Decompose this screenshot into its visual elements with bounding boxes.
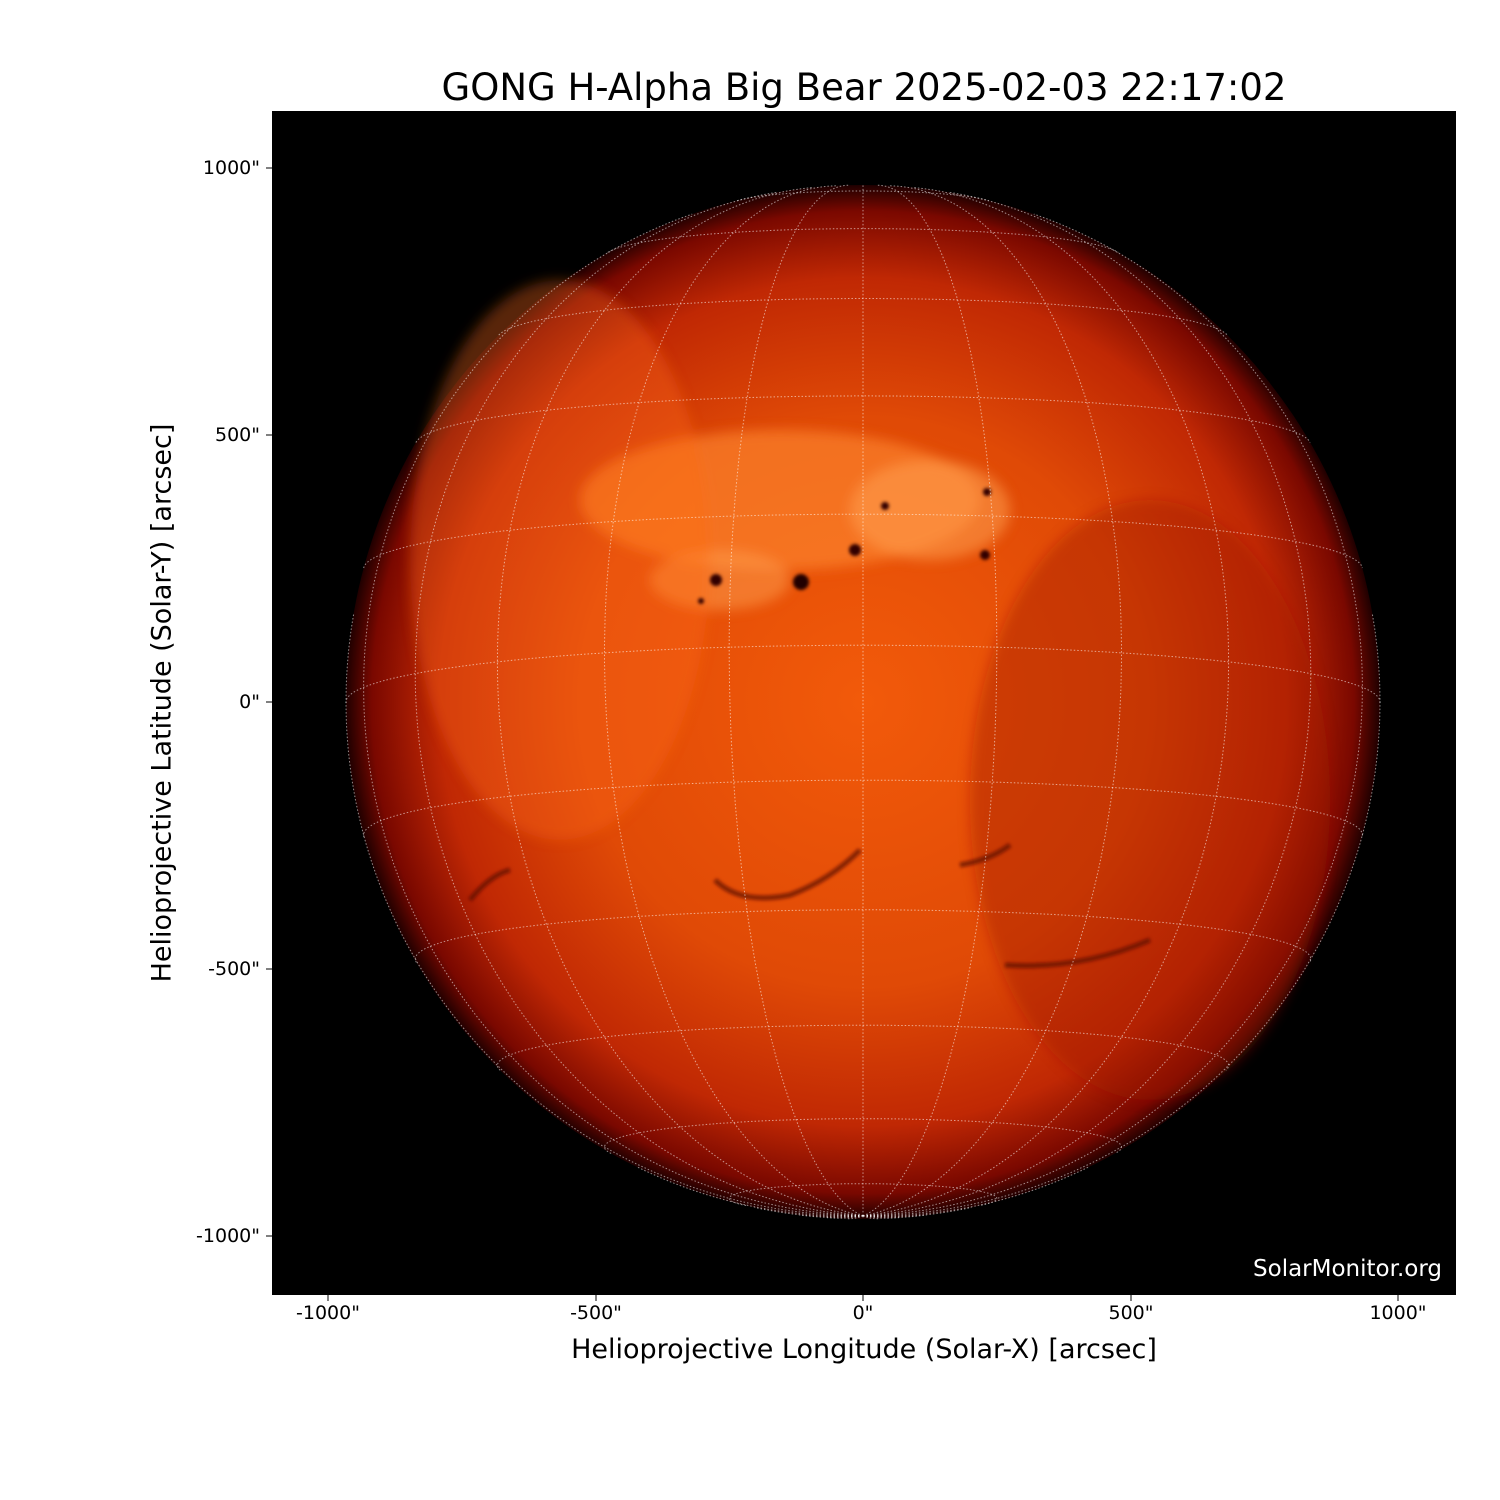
longitude-gridline: [862, 612, 1381, 1217]
longitude-gridline: [826, 1215, 864, 1219]
latitude-gridline: [737, 190, 989, 202]
heliographic-grid: [345, 184, 1381, 1220]
longitude-gridline: [862, 213, 1363, 1217]
x-tick-label: -500": [570, 1302, 622, 1324]
plot-title: GONG H-Alpha Big Bear 2025-02-03 22:17:0…: [441, 66, 1287, 109]
longitude-gridline: [862, 191, 1312, 1217]
y-axis-label: Helioprojective Latitude (Solar-Y) [arcs…: [146, 423, 178, 983]
sunspots: [698, 488, 991, 604]
y-tick-label: 0": [239, 691, 260, 713]
longitude-gridline: [862, 1214, 927, 1218]
latitude-gridline: [498, 298, 1228, 336]
longitude-gridline: [862, 187, 1230, 1217]
filaments: [468, 842, 1151, 969]
longitude-gridline: [754, 1207, 864, 1218]
latitude-gridline: [604, 1118, 1122, 1154]
latitude-gridline: [415, 395, 1311, 443]
longitude-gridline: [636, 1166, 864, 1217]
y-tick-label: -1000": [196, 1225, 260, 1247]
longitude-gridline: [862, 185, 1122, 1217]
y-tick-label: -500": [208, 958, 260, 980]
latitude-gridline: [728, 1183, 998, 1206]
x-tick-label: 500": [1108, 1302, 1154, 1324]
longitude-gridline: [496, 187, 864, 1217]
longitude-gridline: [862, 1166, 1090, 1217]
latitude-gridline: [414, 909, 1312, 963]
longitude-gridline: [862, 1207, 972, 1218]
x-tick-label: 0": [852, 1302, 874, 1324]
watermark: SolarMonitor.org: [1253, 1256, 1442, 1282]
longitude-gridline: [604, 185, 864, 1217]
latitude-gridline: [496, 1024, 1230, 1071]
x-tick-label: 1000": [1369, 1302, 1427, 1324]
x-axis-label: Helioprojective Longitude (Solar-X) [arc…: [571, 1334, 1157, 1365]
longitude-gridline: [345, 612, 864, 1217]
longitude-gridline: [846, 1215, 864, 1220]
latitude-gridline: [363, 513, 1363, 569]
longitude-gridline: [862, 1215, 880, 1220]
longitude-gridline: [363, 213, 864, 1217]
y-tick-label: 500": [214, 424, 260, 446]
longitude-gridline: [414, 191, 864, 1217]
longitude-gridline: [862, 1215, 900, 1219]
y-tick-label: 1000": [202, 157, 260, 179]
x-tick-label: -1000": [296, 1302, 360, 1324]
latitude-gridline: [363, 779, 1363, 838]
